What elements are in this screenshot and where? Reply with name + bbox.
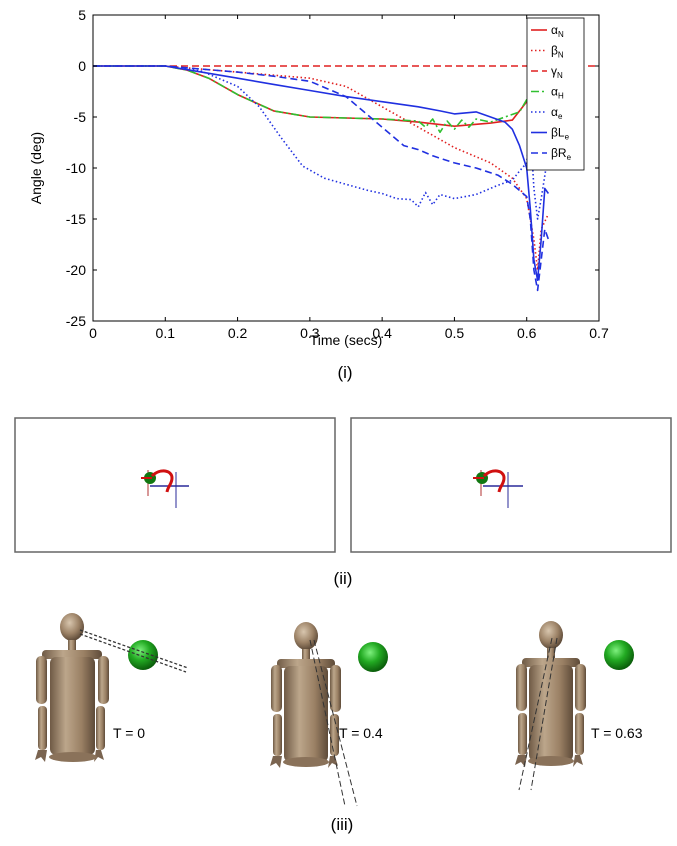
legend-entry: βLe	[551, 126, 570, 142]
y-tick-label: -10	[66, 160, 86, 176]
y-tick-label: 5	[78, 7, 86, 23]
legend-entry: αN	[551, 23, 564, 39]
top-view-marker-right	[473, 469, 523, 508]
caption-iii: (iii)	[331, 815, 354, 834]
legend-box	[526, 17, 585, 171]
top-view-panel-right	[350, 417, 672, 553]
time-label: T = 0	[113, 725, 145, 741]
x-tick-label: 0.2	[228, 325, 248, 341]
x-axis-label: Time (secs)	[310, 332, 383, 348]
series-line-6	[93, 65, 550, 281]
humanoid-figure-t04: T = 0.4	[270, 622, 388, 807]
panel-frame-right	[350, 417, 672, 553]
y-axis-label: Angle (deg)	[28, 132, 44, 204]
x-tick-label: 0.4	[372, 325, 392, 341]
panel-frame-left	[14, 417, 336, 553]
series-line-4	[93, 65, 549, 134]
humanoid-figure-t0: T = 0	[35, 613, 189, 762]
x-tick-label: 0.7	[589, 325, 609, 341]
y-axis-ticks: 5 0 -5 -10 -15 -20 -25	[66, 7, 599, 329]
target-ball	[128, 640, 158, 670]
gaze-line	[530, 637, 558, 791]
x-tick-label: 0.3	[300, 325, 320, 341]
top-view-panel-left	[14, 417, 336, 553]
top-view-marker-left	[141, 469, 189, 508]
time-label: T = 0.4	[339, 725, 383, 741]
y-tick-label: -25	[66, 313, 86, 329]
plot-lines	[93, 65, 599, 292]
caption-ii: (ii)	[334, 569, 353, 588]
legend: αN βN γN αH αe βLe βRe	[526, 17, 585, 171]
x-tick-label: 0.1	[156, 325, 176, 341]
x-axis-ticks: 0 0.1 0.2 0.3 0.4 0.5 0.6 0.7	[89, 15, 609, 341]
series-line-7	[93, 65, 550, 292]
legend-entry: βN	[551, 44, 564, 60]
gaze-line	[313, 639, 358, 807]
legend-entry: γN	[551, 64, 563, 80]
gaze-line	[79, 633, 187, 673]
legend-entry: βRe	[551, 146, 572, 162]
humanoid-figure-t063: T = 0.63	[515, 621, 643, 791]
plot-frame	[92, 14, 600, 322]
legend-entry: αe	[551, 105, 563, 121]
humanoid-model	[35, 613, 109, 762]
target-ball	[604, 640, 634, 670]
x-tick-label: 0.6	[517, 325, 537, 341]
gaze-line	[309, 639, 346, 807]
x-tick-label: 0	[89, 325, 97, 341]
caption-i: (i)	[337, 363, 352, 382]
angle-time-chart: 0 0.1 0.2 0.3 0.4 0.5 0.6 0.7 50-5-10-15-20-25 …	[28, 7, 609, 348]
legend-entry: αH	[551, 85, 564, 101]
y-tick-label: 0	[78, 58, 86, 74]
y-tick-label: -5	[74, 109, 87, 125]
y-tick-label: -15	[66, 211, 86, 227]
humanoid-model	[270, 622, 341, 768]
series-line-2	[93, 65, 550, 271]
series-line-1	[93, 65, 550, 127]
gaze-line	[518, 637, 553, 791]
gaze-line	[79, 629, 189, 669]
y-tick-label: -20	[66, 262, 86, 278]
target-ball	[358, 642, 388, 672]
time-label: T = 0.63	[591, 725, 643, 741]
series-line-5	[93, 65, 550, 220]
x-tick-label: 0.5	[445, 325, 465, 341]
